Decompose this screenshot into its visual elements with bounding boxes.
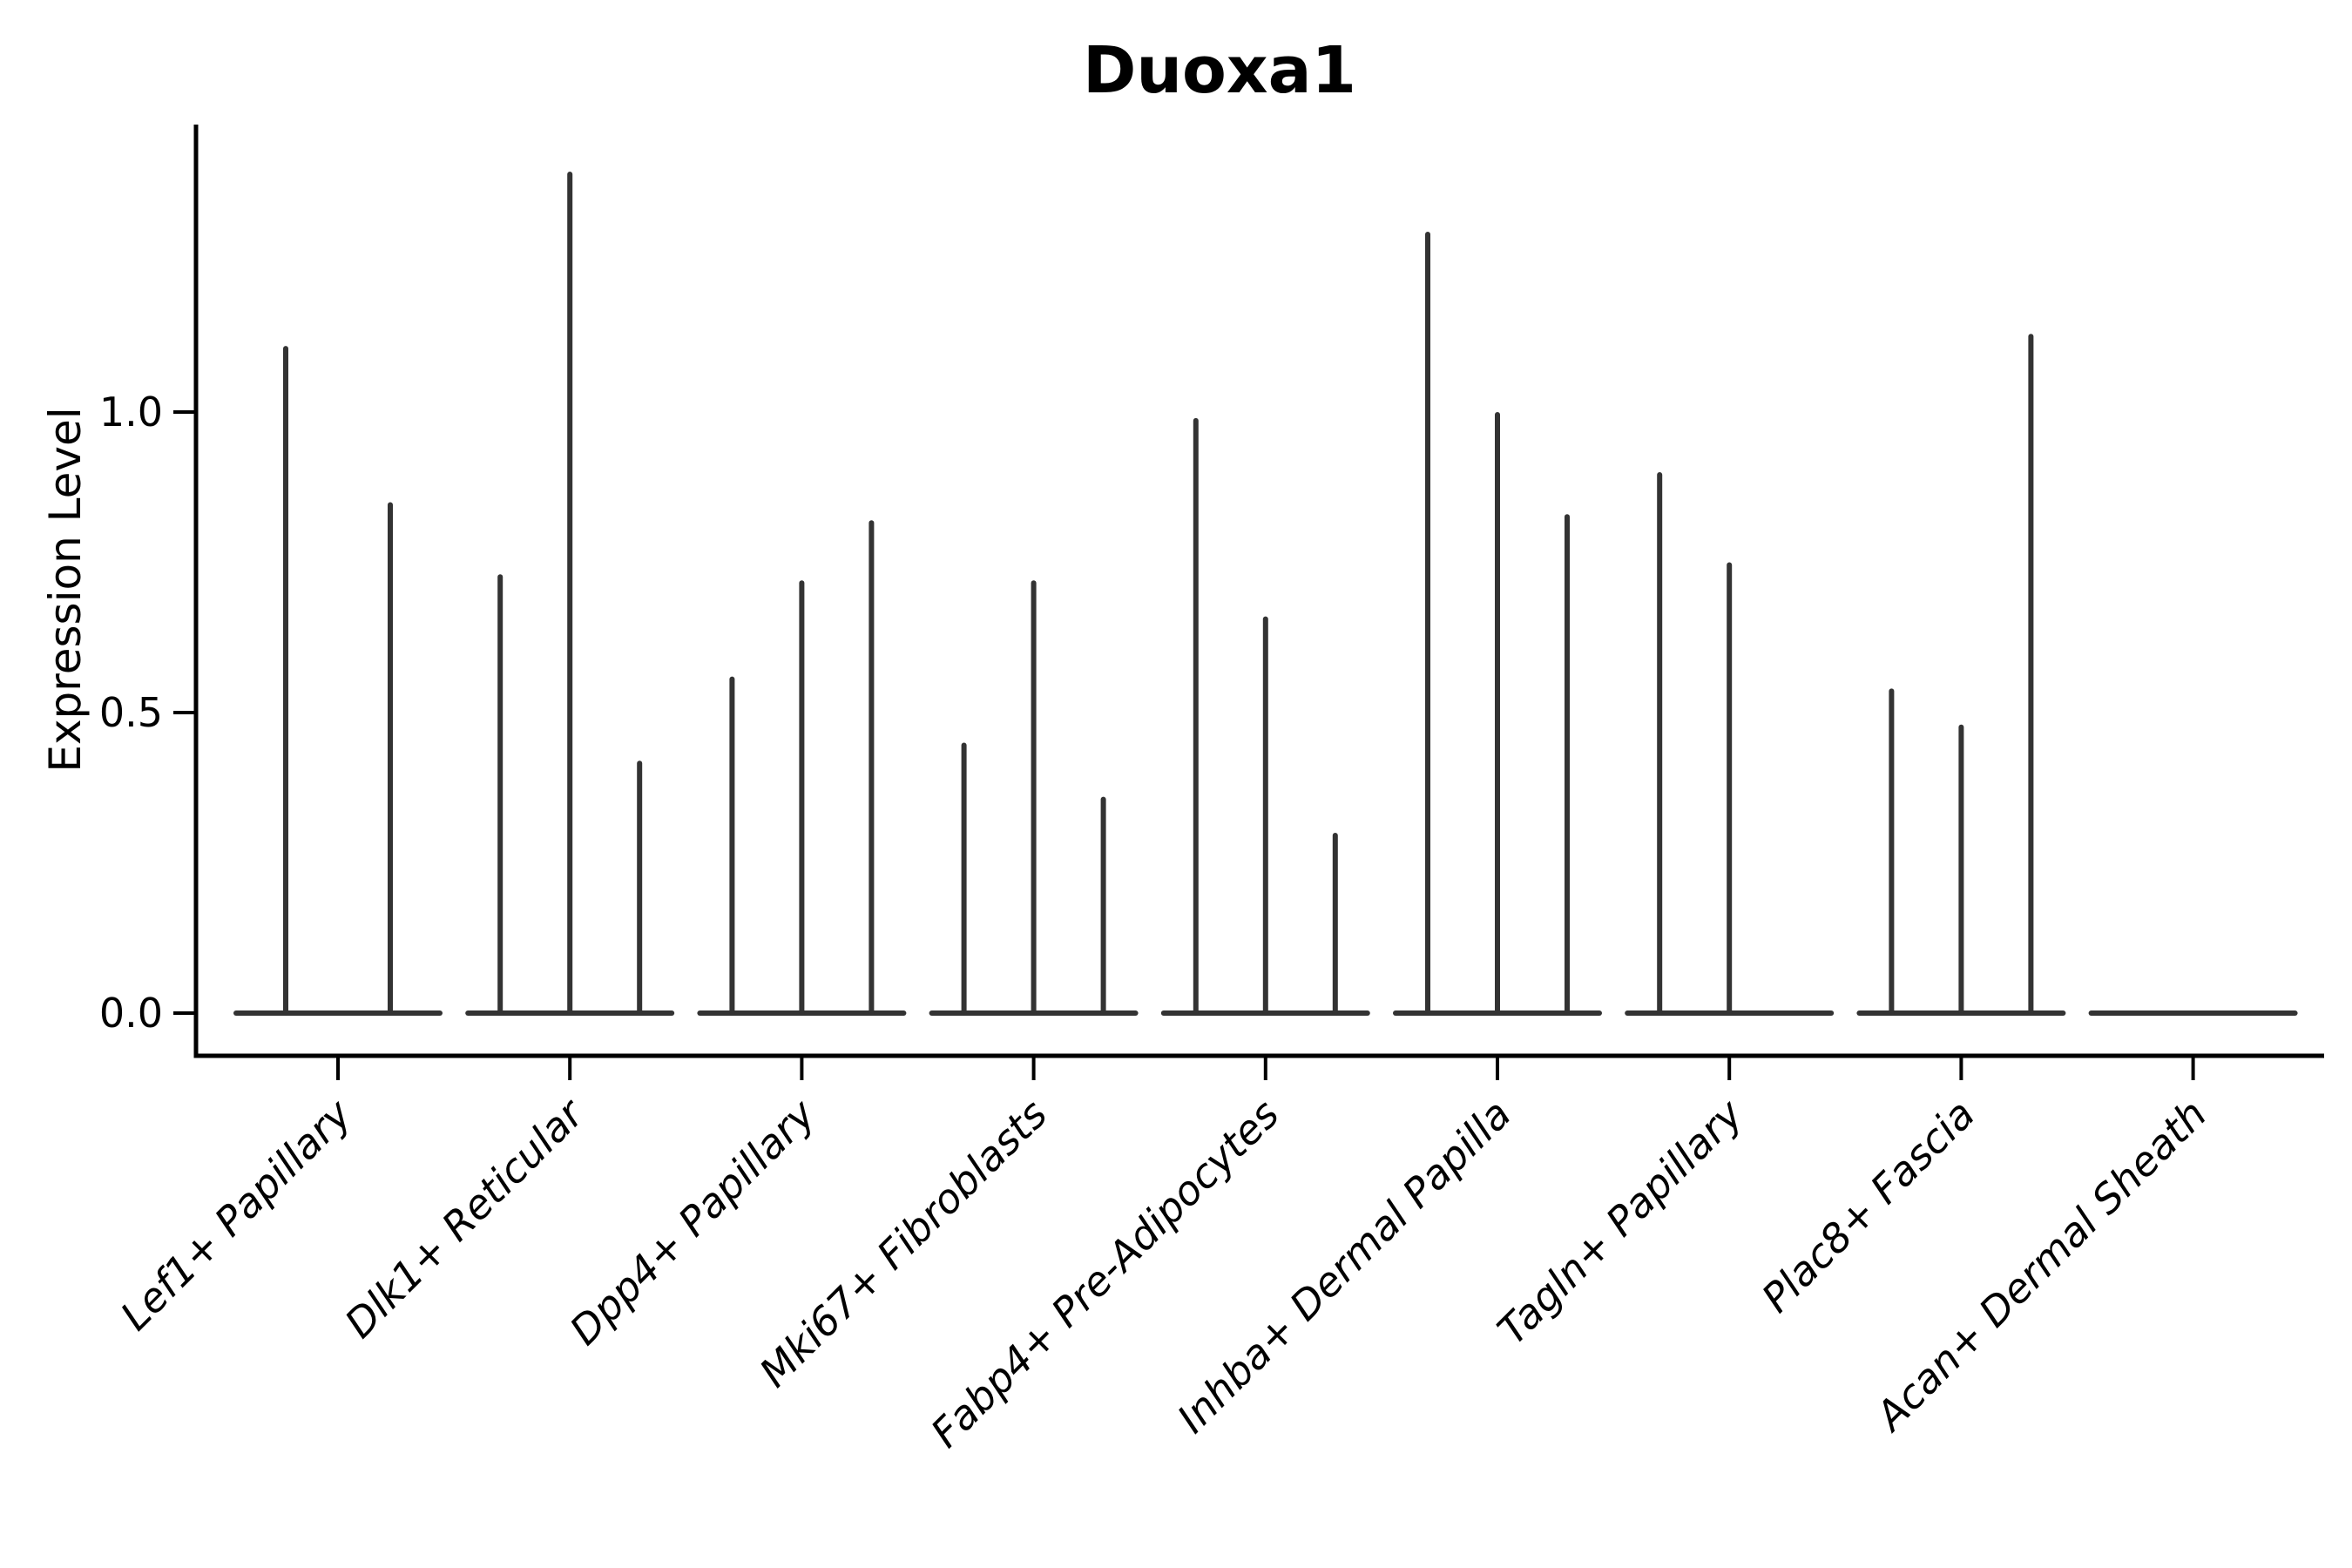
violin-spike <box>868 520 875 1016</box>
y-tick-label: 0.5 <box>99 689 163 736</box>
violin-spike <box>637 760 643 1016</box>
x-category-label: Lef1+ Papillary <box>112 1090 361 1339</box>
violin-spike <box>961 742 967 1016</box>
violin-spike <box>567 172 573 1016</box>
violin-spike <box>1495 412 1500 1016</box>
x-category-label: Tagln+ Papillary <box>1489 1090 1753 1354</box>
x-category-label: Dpp4+ Papillary <box>561 1090 825 1354</box>
violin-spike <box>1565 514 1570 1016</box>
violin-spike <box>1889 688 1895 1016</box>
violin-spike <box>799 580 805 1016</box>
violin-spike <box>1332 833 1338 1016</box>
violin-spike <box>1657 472 1663 1016</box>
plot-title: Duoxa1 <box>1082 33 1357 108</box>
violin-spike <box>1958 724 1964 1016</box>
violin-spike <box>1425 232 1430 1016</box>
violin-spike <box>729 676 735 1016</box>
violin-spike <box>2028 334 2034 1016</box>
violin-spike <box>283 346 288 1017</box>
violin-spike <box>1031 580 1037 1016</box>
violin-spike <box>388 502 393 1016</box>
violin-baseline <box>233 1010 443 1016</box>
y-tick-label: 0.0 <box>99 990 163 1037</box>
violin-spike <box>1262 616 1268 1016</box>
x-category-label: Dlk1+ Reticular <box>335 1088 594 1347</box>
y-tick-label: 1.0 <box>99 389 163 436</box>
violin-spike <box>1100 796 1106 1016</box>
violin-spike <box>1193 417 1199 1016</box>
violin-baseline <box>2088 1010 2298 1016</box>
violin-spike <box>1727 562 1733 1016</box>
violin-spike <box>497 574 504 1016</box>
x-category-label: Plac8+ Fascia <box>1753 1091 1984 1321</box>
